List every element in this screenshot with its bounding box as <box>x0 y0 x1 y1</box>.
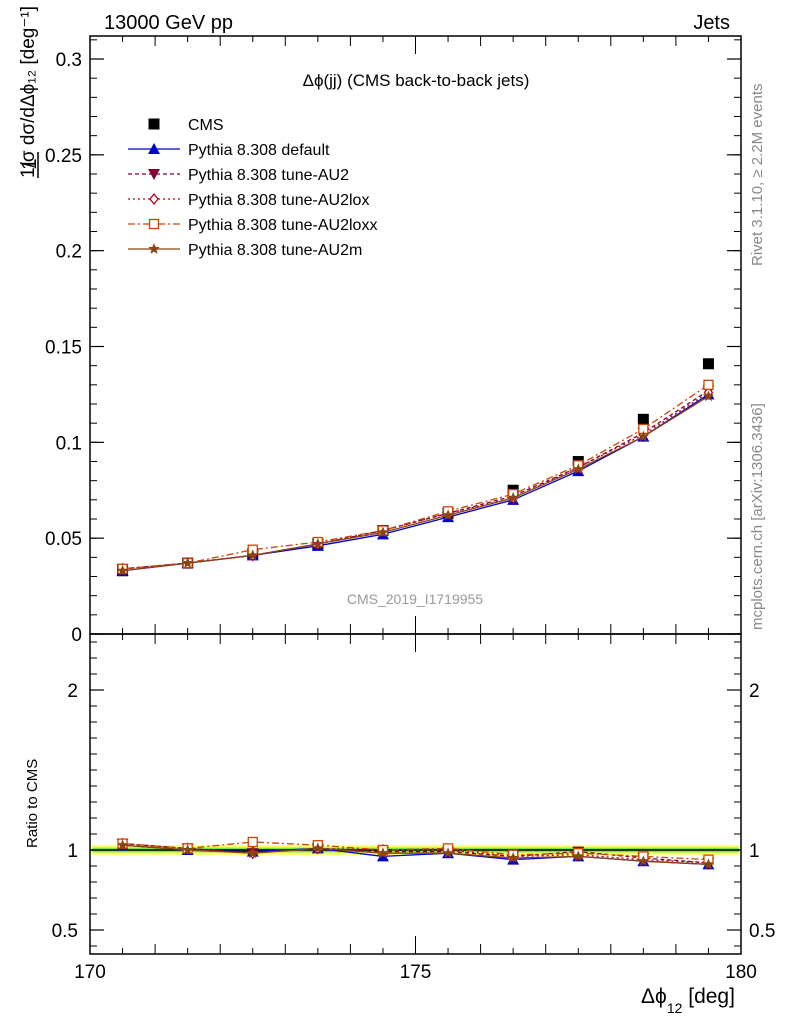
main-y-label-text: 1/σ dσ/dΔϕ₁₂ [deg⁻¹] <box>18 6 39 178</box>
rivet-label: Rivet 3.1.10, ≥ 2.2M events <box>749 84 766 267</box>
legend-item-au2: Pythia 8.308 tune-AU2 <box>128 167 349 184</box>
main-ytick-label: 0.05 <box>45 529 82 550</box>
main-series-au2loxx <box>117 379 714 574</box>
x-tick-label: 180 <box>725 962 757 983</box>
main-point-au2m <box>572 463 584 474</box>
legend-label: Pythia 8.308 default <box>188 142 330 159</box>
main-line-au2m <box>122 395 709 572</box>
plot-title: Δϕ(jj) (CMS back-to-back jets) <box>303 71 530 90</box>
main-ytick-label: 0 <box>71 625 82 646</box>
ratio-ytick-label: 1 <box>67 841 78 862</box>
legend-marker-au2lox <box>149 192 159 206</box>
ratio-ytick-label-right: 0.5 <box>749 921 775 942</box>
ratio-point-au2m <box>442 847 454 859</box>
main-point-au2m <box>247 549 259 561</box>
main-point-au2m <box>442 509 454 520</box>
main-series-default <box>116 388 715 576</box>
ratio-point-au2m <box>247 847 259 859</box>
legend-label: Pythia 8.308 tune-AU2lox <box>188 192 369 209</box>
legend-marker-cms <box>148 118 160 130</box>
main-point-au2m <box>507 491 519 503</box>
legend-marker-au2m <box>148 243 160 254</box>
main-line-au2 <box>122 390 709 570</box>
main-point-au2m <box>377 526 389 538</box>
legend-item-au2loxx: Pythia 8.308 tune-AU2loxx <box>128 217 377 234</box>
main-ytick-label: 0.15 <box>45 338 82 359</box>
watermark: CMS_2019_I1719955 <box>347 591 483 607</box>
ratio-point-au2m <box>181 844 194 855</box>
header-left: 13000 GeV pp <box>104 12 233 34</box>
ratio-ytick-label: 2 <box>67 681 78 702</box>
legend-item-cms: CMS <box>148 117 224 134</box>
ratio-point-au2m <box>312 842 324 854</box>
legend-marker-au2 <box>148 169 160 180</box>
x-ticks: 170 175 180 <box>74 36 757 983</box>
ratio-point-au2loxx <box>247 836 258 848</box>
main-ytick-label: 0.2 <box>56 242 82 263</box>
main-point-cms <box>702 358 714 370</box>
main-point-au2m <box>312 537 324 549</box>
main-line-default <box>122 393 709 572</box>
legend-marker-default <box>148 143 160 154</box>
legend-item-default: Pythia 8.308 default <box>128 142 330 159</box>
main-point-au2m <box>116 564 129 576</box>
main-series <box>116 358 715 577</box>
legend-label: CMS <box>188 117 224 134</box>
ratio-point-au2m <box>572 850 584 862</box>
legend: CMS Pythia 8.308 default Pythia 8.308 tune… <box>128 117 377 259</box>
main-ytick-label: 0.25 <box>45 146 82 167</box>
ratio-y-ticks: 0.5 0.5 1 1 2 2 <box>52 641 775 947</box>
legend-item-au2lox: Pythia 8.308 tune-AU2lox <box>128 192 369 209</box>
main-series-cms <box>117 358 714 577</box>
ratio-point-au2m <box>116 839 129 851</box>
main-ytick-label: 0.1 <box>56 433 82 454</box>
mcplots-label: mcplots.cern.ch [arXiv:1306.3436] <box>749 403 766 630</box>
legend-label: Pythia 8.308 tune-AU2 <box>188 167 349 184</box>
ratio-plot-frame <box>89 633 742 955</box>
main-point-au2loxx <box>703 379 714 390</box>
main-point-au2m <box>702 390 715 402</box>
x-axis-label: Δϕ12 [deg] <box>641 985 735 1016</box>
main-point-cms <box>637 413 649 425</box>
legend-item-au2m: Pythia 8.308 tune-AU2m <box>128 242 362 259</box>
ratio-point-au2m <box>702 858 715 870</box>
x-tick-label: 175 <box>400 962 432 983</box>
main-y-ticks: 0 0.05 0.1 0.15 0.2 0.25 0.3 <box>45 39 741 646</box>
x-tick-label: 170 <box>74 962 106 983</box>
main-y-label: 1 <box>18 152 41 178</box>
legend-label: Pythia 8.308 tune-AU2m <box>188 242 362 259</box>
main-series-au2 <box>116 385 715 575</box>
main-series-au2lox <box>117 386 714 575</box>
ratio-point-au2m <box>637 855 650 867</box>
ratio-y-label: Ratio to CMS <box>24 759 41 848</box>
main-point-au2m <box>637 430 650 442</box>
main-series-au2m <box>116 390 715 576</box>
main-line-au2lox <box>122 391 709 570</box>
ratio-ytick-label: 0.5 <box>52 921 78 942</box>
ratio-line-au2m <box>122 844 709 866</box>
legend-label: Pythia 8.308 tune-AU2loxx <box>188 217 377 234</box>
legend-marker-au2loxx <box>148 218 160 230</box>
main-line-au2loxx <box>122 384 709 570</box>
ratio-series-au2m <box>116 839 715 870</box>
ratio-point-au2m <box>377 847 389 859</box>
main-ytick-label: 0.3 <box>56 50 82 71</box>
ratio-point-au2m <box>507 852 519 863</box>
main-point-au2m <box>181 557 194 568</box>
ratio-series <box>116 836 715 870</box>
ratio-ytick-label-right: 2 <box>749 681 760 702</box>
svg-text:1: 1 <box>18 158 41 170</box>
ratio-ytick-label-right: 1 <box>749 841 760 862</box>
header-right: Jets <box>693 12 730 34</box>
